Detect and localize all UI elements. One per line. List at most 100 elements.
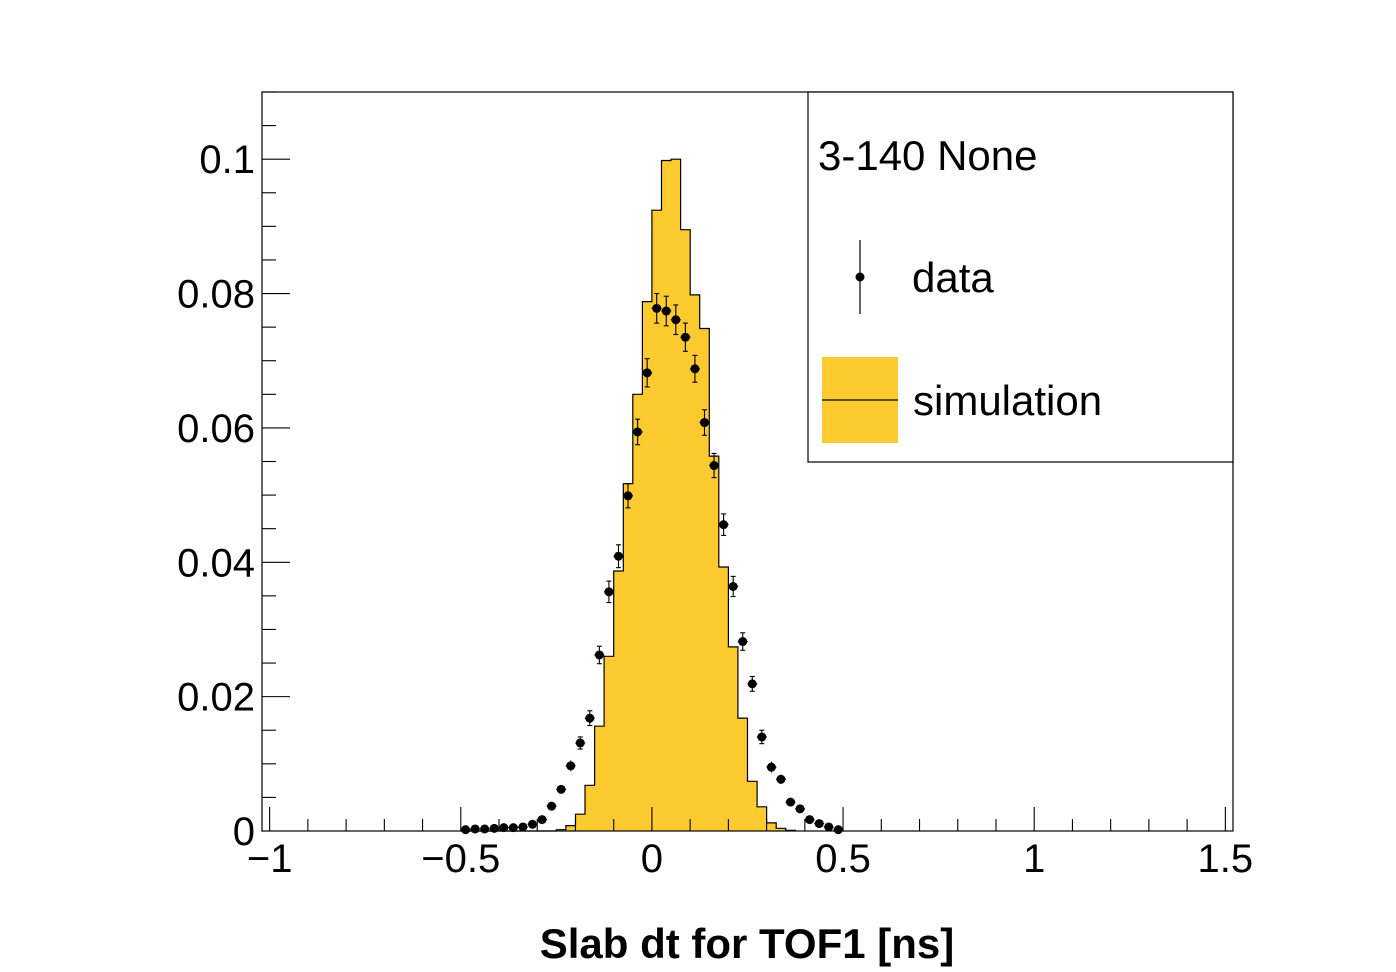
legend-data-label: data (912, 254, 994, 301)
data-points (460, 292, 844, 835)
data-point (823, 822, 834, 832)
data-marker (680, 332, 690, 342)
data-point (527, 819, 538, 829)
data-marker (575, 738, 585, 748)
data-point (517, 822, 528, 832)
data-marker (556, 784, 566, 794)
legend-data-marker (855, 240, 865, 314)
x-axis-title: Slab dt for TOF1 [ns] (540, 920, 955, 967)
data-marker (661, 306, 671, 316)
data-marker (633, 427, 643, 437)
data-marker (508, 823, 518, 833)
data-point (613, 544, 624, 569)
x-tick-label: 0 (641, 837, 663, 881)
data-point (623, 483, 634, 509)
data-marker (699, 418, 709, 428)
data-point (833, 825, 844, 835)
data-marker (833, 825, 843, 835)
legend-simulation-label: simulation (913, 377, 1102, 424)
y-tick-label: 0.02 (177, 676, 255, 720)
data-point (766, 761, 777, 773)
data-marker (824, 822, 834, 832)
data-marker (747, 679, 757, 689)
data-marker (604, 587, 614, 597)
data-marker (470, 824, 480, 834)
data-marker (613, 551, 623, 561)
data-point (785, 797, 796, 807)
data-point (508, 823, 519, 833)
data-point (556, 784, 567, 794)
data-marker (527, 819, 537, 829)
x-tick-label: 1.5 (1198, 837, 1254, 881)
y-tick-label: 0 (233, 810, 255, 854)
y-tick-label: 0.1 (199, 138, 255, 182)
data-marker (766, 762, 776, 772)
y-tick-labels: 0 0.02 0.04 0.06 0.08 0.1 (177, 138, 255, 854)
data-marker (776, 774, 786, 784)
y-tick-label: 0.06 (177, 407, 255, 451)
data-marker (518, 822, 528, 832)
data-point (737, 632, 748, 651)
data-point (651, 292, 662, 324)
y-tick-label: 0.08 (177, 273, 255, 317)
data-marker (795, 804, 805, 814)
data-marker (499, 823, 509, 833)
data-marker (594, 650, 604, 660)
legend-data-dot (855, 272, 865, 282)
data-point (537, 815, 548, 825)
data-point (728, 575, 739, 598)
data-marker (585, 713, 595, 723)
data-marker (728, 581, 738, 591)
data-point (498, 823, 509, 833)
data-point (460, 825, 471, 835)
data-marker (671, 315, 681, 325)
data-marker (757, 732, 767, 742)
data-point (814, 819, 825, 829)
y-tick-label: 0.04 (177, 541, 255, 585)
data-point (747, 675, 758, 692)
data-point (804, 815, 815, 825)
data-marker (652, 303, 662, 313)
data-marker (719, 520, 729, 530)
data-point (575, 736, 586, 750)
data-marker (738, 637, 748, 647)
data-marker (642, 368, 652, 378)
data-point (670, 304, 681, 336)
data-marker (461, 825, 471, 835)
data-marker (623, 491, 633, 501)
x-tick-labels: −1 −0.5 0 0.5 1 1.5 (247, 837, 1253, 881)
axis-ticks (262, 91, 1226, 832)
data-point (709, 452, 720, 479)
data-marker (537, 815, 547, 825)
data-marker (480, 824, 490, 834)
data-point (642, 358, 653, 388)
data-marker (709, 461, 719, 471)
legend-box: 3-140 None data simulation (807, 91, 1234, 463)
data-point (680, 322, 691, 352)
data-point (661, 295, 672, 327)
data-point (756, 729, 767, 745)
data-point (718, 513, 729, 536)
data-marker (547, 801, 557, 811)
data-point (775, 774, 786, 784)
data-point (546, 801, 557, 811)
data-point (795, 804, 806, 814)
x-tick-label: −1 (247, 837, 293, 881)
data-point (603, 580, 614, 604)
data-point (689, 354, 700, 383)
data-marker (566, 761, 576, 771)
data-point (584, 710, 595, 727)
x-tick-label: −0.5 (421, 837, 500, 881)
data-marker (805, 815, 815, 825)
data-marker (690, 364, 700, 374)
data-point (699, 409, 710, 436)
data-marker (814, 819, 824, 829)
data-point (632, 418, 643, 446)
x-tick-label: 1 (1023, 837, 1045, 881)
x-tick-label: 0.5 (815, 837, 871, 881)
data-point (565, 760, 576, 772)
legend-title: 3-140 None (818, 132, 1038, 179)
legend-simulation-swatch (822, 357, 898, 443)
data-point (594, 645, 605, 665)
